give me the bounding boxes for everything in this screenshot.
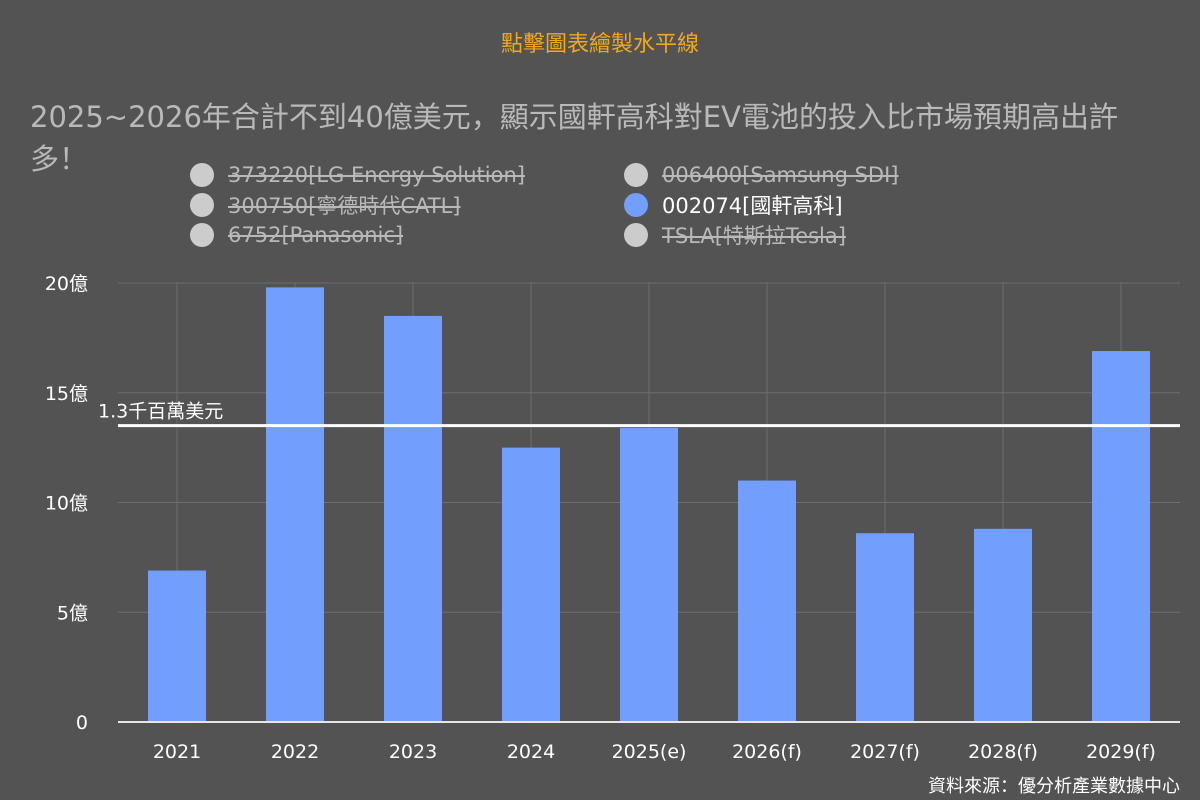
y-tick-label: 5億 (57, 602, 88, 624)
x-tick-label: 2023 (389, 741, 437, 763)
y-tick-label: 20億 (45, 273, 88, 295)
y-tick-label: 0 (76, 712, 88, 734)
source-note: 資料來源：優分析產業數據中心 (928, 776, 1180, 797)
legend-label: 002074[國軒高科] (662, 194, 843, 218)
legend-label: TSLA[特斯拉Tesla] (662, 224, 846, 248)
legend-marker-icon (624, 163, 648, 187)
legend-marker-icon (624, 193, 648, 217)
x-tick-label: 2024 (507, 741, 555, 763)
x-tick-label: 2026(f) (732, 741, 802, 763)
chart-title: 2025~2026年合計不到40億美元，顯示國軒高科對EV電池的投入比市場預期高… (30, 100, 1118, 176)
legend-item-samsung[interactable]: 006400[Samsung SDI] (624, 160, 898, 190)
legend-item-tesla[interactable]: TSLA[特斯拉Tesla] (624, 220, 846, 250)
x-tick-label: 2021 (153, 741, 201, 763)
legend-item-gotion[interactable]: 002074[國軒高科] (624, 190, 843, 220)
bar[interactable] (738, 480, 796, 722)
legend-marker-icon (190, 193, 214, 217)
x-tick-label: 2025(e) (612, 741, 687, 763)
y-tick-label: 15億 (45, 383, 88, 405)
legend: 373220[LG Energy Solution] 006400[Samsun… (0, 160, 1200, 255)
bar[interactable] (974, 528, 1032, 722)
bar[interactable] (266, 287, 324, 722)
bar[interactable] (148, 570, 206, 722)
legend-item-catl[interactable]: 300750[寧德時代CATL] (190, 190, 460, 220)
x-tick-label: 2029(f) (1086, 741, 1156, 763)
draw-horizontal-line-link[interactable]: 點擊圖表繪製水平線 (500, 32, 699, 57)
legend-label: 6752[Panasonic] (228, 223, 404, 247)
legend-label: 300750[寧德時代CATL] (228, 194, 461, 218)
bar[interactable] (856, 533, 914, 722)
legend-marker-icon (190, 223, 214, 247)
bar[interactable] (502, 447, 560, 722)
x-tick-label: 2022 (271, 741, 319, 763)
x-tick-label: 2027(f) (850, 741, 920, 763)
legend-item-panasonic[interactable]: 6752[Panasonic] (190, 220, 403, 250)
legend-label: 373220[LG Energy Solution] (228, 163, 525, 187)
bar[interactable] (620, 427, 678, 722)
y-tick-label: 10億 (45, 493, 88, 515)
legend-item-lg[interactable]: 373220[LG Energy Solution] (190, 160, 525, 190)
horizontal-line-label: 1.3千百萬美元 (98, 401, 223, 423)
legend-label: 006400[Samsung SDI] (662, 163, 899, 187)
x-tick-label: 2028(f) (968, 741, 1038, 763)
legend-marker-icon (624, 223, 648, 247)
legend-marker-icon (190, 163, 214, 187)
bar[interactable] (384, 315, 442, 722)
bar[interactable] (1092, 351, 1150, 722)
